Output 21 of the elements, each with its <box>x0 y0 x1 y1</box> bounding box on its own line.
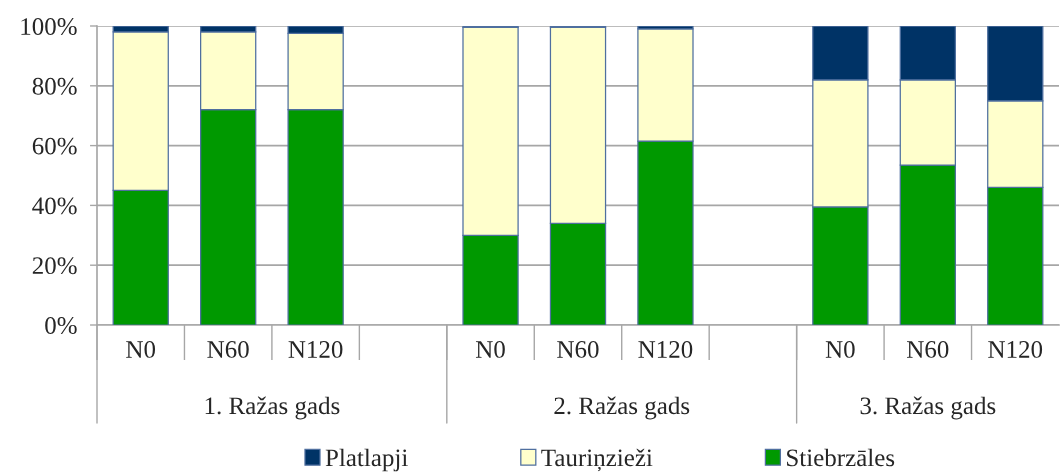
legend-label: Platlapji <box>325 448 408 472</box>
x-tick-label: N60 <box>557 341 599 358</box>
x-tick-label: N0 <box>126 341 156 358</box>
x-tick-label: N120 <box>638 341 693 358</box>
x-tick-label: N0 <box>825 341 855 358</box>
x-tick-label: N120 <box>988 341 1043 358</box>
y-tick-label: 40% <box>32 197 77 215</box>
y-tick-label: 20% <box>32 257 77 275</box>
x-tick-label: N60 <box>907 341 949 358</box>
x-tick-label: N120 <box>288 341 343 358</box>
y-tick-label: 100% <box>21 18 77 35</box>
y-tick-label: 0% <box>45 317 77 334</box>
legend-label: Stiebrzāles <box>787 448 895 467</box>
text: 1. Ražas gads <box>205 396 340 420</box>
y-tick-label: 80% <box>32 77 77 95</box>
x-tick-label: N0 <box>475 341 505 358</box>
text: 2. Ražas gads <box>554 396 690 420</box>
text: 3. Ražas gads <box>860 396 996 420</box>
x-tick-label: N60 <box>207 341 249 358</box>
y-tick-label: 60% <box>32 137 77 155</box>
legend-label: Tauriņzieži <box>541 448 653 472</box>
